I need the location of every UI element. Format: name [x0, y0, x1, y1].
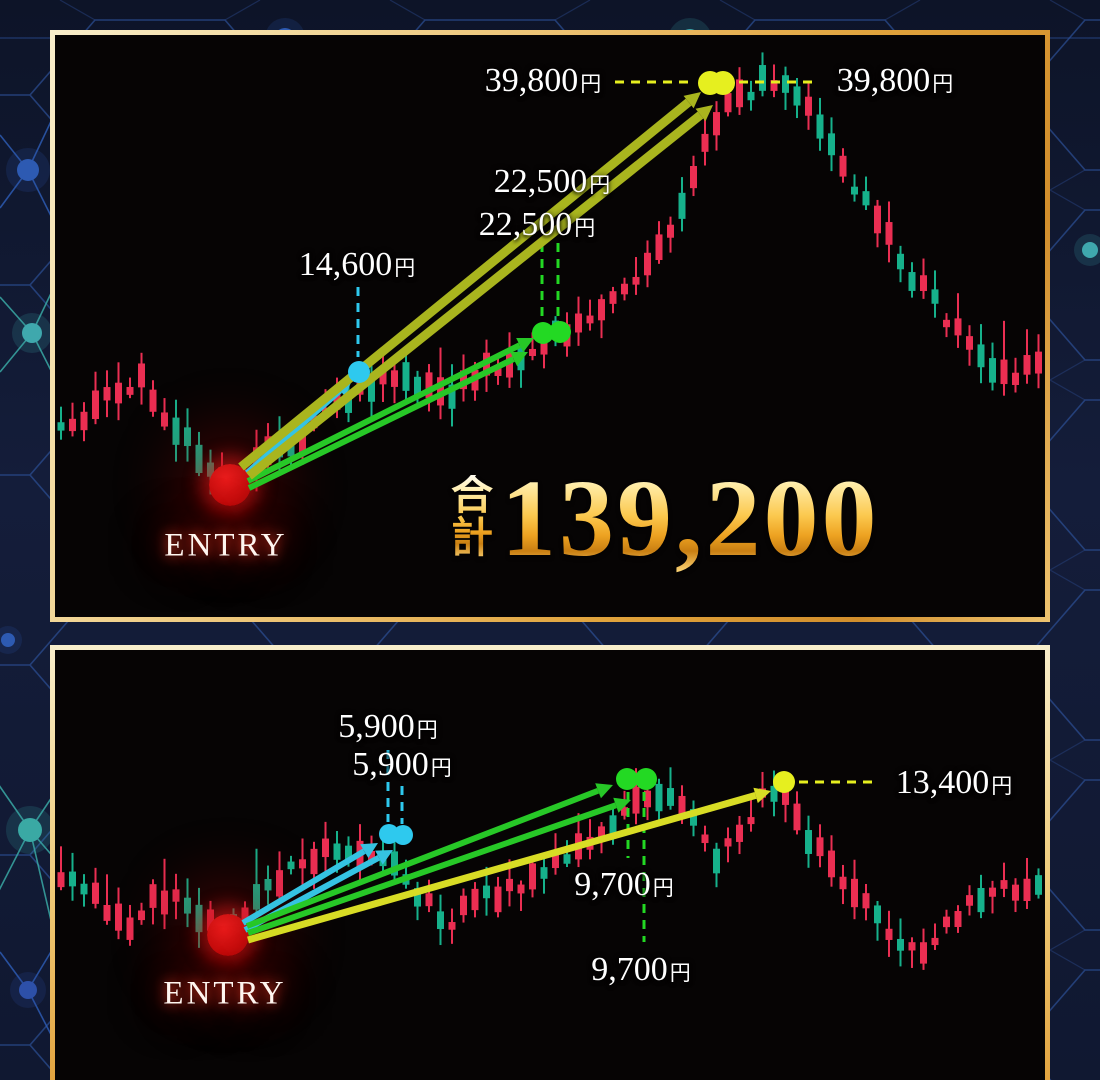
entry-label: ENTRY [163, 975, 287, 1012]
bottom-chart-area: ENTRY 5,900円 5,900円 9,700円 9,700円 13,400円 [55, 650, 1045, 1080]
candlestick-chart [57, 52, 1042, 504]
profit-amount: 13,400 [895, 764, 990, 801]
profit-arrow-olive [246, 105, 713, 480]
profit-amount: 22,500 [478, 206, 573, 243]
total-prefix-label: 合 計 [451, 473, 494, 562]
total-amount: 139,200 円 [501, 457, 963, 579]
yen-unit: 円 [416, 718, 438, 742]
take-profit-marker-cyan [348, 361, 370, 383]
yen-unit: 円 [669, 961, 691, 985]
take-profit-marker-green [532, 322, 554, 344]
yen-unit: 円 [884, 480, 963, 567]
profit-arrow-green [245, 783, 613, 929]
total-profit: 合 計 139,200 円 [451, 463, 963, 573]
profit-label: 5,900円 [352, 746, 452, 784]
profit-amount: 9,700 [591, 951, 668, 988]
profit-arrow-cyan [241, 843, 378, 926]
yen-unit: 円 [589, 173, 611, 197]
annotation-overlay [241, 750, 879, 944]
profit-amount: 5,900 [352, 746, 429, 783]
profit-amount: 14,600 [298, 246, 393, 283]
candlestick-chart [57, 767, 1042, 970]
profit-label: 9,700円 [574, 866, 674, 904]
yen-unit: 円 [574, 216, 596, 240]
profit-arrow-olive [238, 92, 701, 471]
profit-label: 14,600円 [299, 246, 416, 284]
yen-unit: 円 [932, 72, 954, 96]
bottom-result-panel: ENTRY 5,900円 5,900円 9,700円 9,700円 13,400円 [50, 645, 1050, 1080]
take-profit-marker-green [549, 321, 571, 343]
profit-label: 22,500円 [479, 206, 596, 244]
yen-unit: 円 [430, 756, 452, 780]
profit-label: 39,800円 [837, 62, 954, 100]
take-profit-marker-yellow [711, 71, 735, 95]
profit-label: 22,500円 [494, 163, 611, 201]
take-profit-marker-cyan [393, 825, 413, 845]
take-profit-marker-yellow [773, 771, 795, 793]
yen-unit: 円 [580, 72, 602, 96]
profit-amount: 9,700 [574, 866, 651, 903]
profit-amount: 22,500 [493, 163, 588, 200]
profit-label: 13,400円 [896, 764, 1013, 802]
profit-label: 5,900円 [338, 708, 438, 746]
top-chart-area: ENTRY 合 計 139,200 円 39,800円 39,800円 22,500円… [55, 35, 1045, 617]
yen-unit: 円 [991, 774, 1013, 798]
profit-arrow-yellow [247, 787, 771, 944]
profit-label: 39,800円 [485, 62, 602, 100]
profit-amount: 39,800 [484, 62, 579, 99]
annotation-overlay [238, 80, 817, 491]
take-profit-marker-green [616, 768, 638, 790]
top-result-panel: ENTRY 合 計 139,200 円 39,800円 39,800円 22,500円… [50, 30, 1050, 622]
yen-unit: 円 [652, 876, 674, 900]
profit-label: 9,700円 [591, 951, 691, 989]
entry-label: ENTRY [164, 527, 288, 564]
profit-arrow-green [247, 797, 631, 936]
yen-unit: 円 [394, 256, 416, 280]
profit-amount: 39,800 [836, 62, 931, 99]
profit-arrow-green [246, 338, 534, 484]
profit-amount: 5,900 [338, 708, 415, 745]
profit-arrow-green [247, 351, 528, 491]
take-profit-marker-green [635, 768, 657, 790]
entry-marker [209, 464, 251, 506]
